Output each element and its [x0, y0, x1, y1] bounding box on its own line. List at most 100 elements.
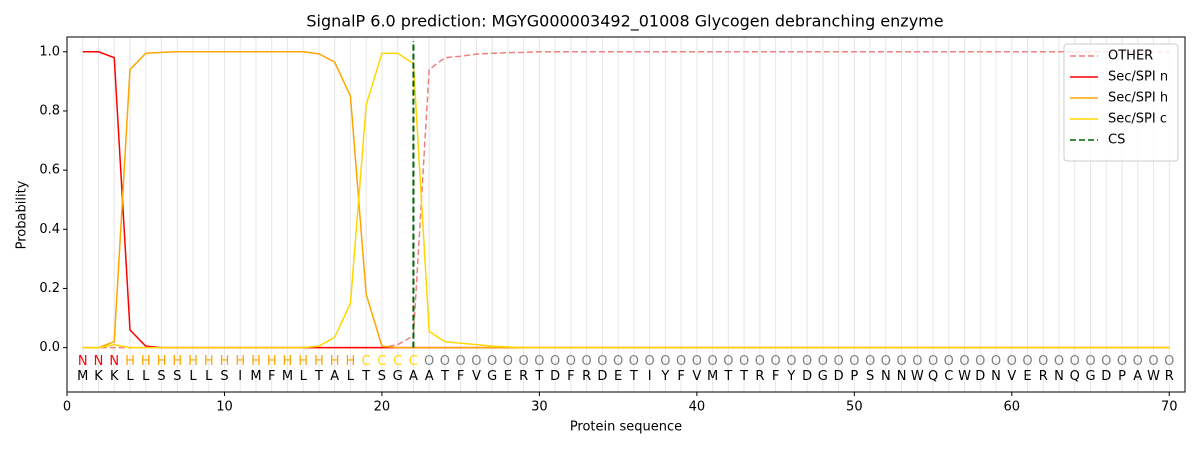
region-label: O [519, 354, 529, 369]
residue-label: N [897, 369, 907, 384]
x-tick-label: 50 [846, 400, 863, 415]
region-label: N [94, 354, 104, 369]
residue-label: A [409, 369, 418, 384]
residue-label: S [157, 369, 165, 384]
chart-title: SignalP 6.0 prediction: MGYG000003492_01… [306, 12, 943, 32]
residue-label: P [850, 369, 858, 384]
residue-label: M [282, 369, 293, 384]
region-label: C [409, 354, 418, 369]
region-label: N [78, 354, 88, 369]
region-label: H [220, 354, 230, 369]
residue-label: L [189, 369, 197, 384]
legend: OTHER Sec/SPI n Sec/SPI h Sec/SPI c CS [1063, 43, 1179, 162]
y-tick-label: 1.0 [39, 44, 60, 59]
residue-label: V [472, 369, 481, 384]
residue-label: G [818, 369, 828, 384]
region-label: H [298, 354, 308, 369]
residue-label: A [425, 369, 434, 384]
y-tick-label: 0.4 [39, 222, 60, 237]
residue-label: I [648, 369, 652, 384]
residue-label: T [629, 369, 638, 384]
residue-label: S [220, 369, 228, 384]
residue-label: K [110, 369, 119, 384]
region-label: O [912, 354, 922, 369]
residue-label: N [1054, 369, 1064, 384]
region-label: H [251, 354, 261, 369]
residue-label: N [991, 369, 1001, 384]
region-label: H [283, 354, 293, 369]
region-label: O [755, 354, 765, 369]
legend-label: OTHER [1108, 49, 1153, 64]
region-label: H [267, 354, 277, 369]
residue-label: D [802, 369, 812, 384]
region-label: N [109, 354, 119, 369]
residue-label: W [958, 369, 971, 384]
region-label: O [503, 354, 513, 369]
region-label: O [1117, 354, 1127, 369]
residue-label: F [268, 369, 275, 384]
residue-label: I [238, 369, 242, 384]
residue-label: F [677, 369, 684, 384]
legend-box [1063, 43, 1179, 162]
region-label: O [739, 354, 749, 369]
y-tick-label: 0.2 [39, 281, 60, 296]
x-tick-label: 10 [216, 400, 233, 415]
residue-label: D [597, 369, 607, 384]
residue-label: V [1007, 369, 1016, 384]
region-label: O [1038, 354, 1048, 369]
residue-label: M [250, 369, 261, 384]
residue-label: L [347, 369, 355, 384]
residue-label: T [739, 369, 748, 384]
region-label: O [676, 354, 686, 369]
residue-label: T [534, 369, 543, 384]
region-label: O [613, 354, 623, 369]
region-label: O [424, 354, 434, 369]
residue-label: T [361, 369, 370, 384]
y-axis-label: Probability [15, 180, 30, 249]
residue-label: F [772, 369, 779, 384]
residue-label: T [314, 369, 323, 384]
residue-label: S [378, 369, 386, 384]
region-label: O [471, 354, 481, 369]
residue-label: S [866, 369, 874, 384]
residue-label: K [94, 369, 103, 384]
region-label: O [440, 354, 450, 369]
region-label: O [896, 354, 906, 369]
residue-label: E [504, 369, 512, 384]
x-axis-label: Protein sequence [570, 420, 682, 435]
residue-label: F [457, 369, 464, 384]
residue-label: V [692, 369, 701, 384]
residue-label: R [1165, 369, 1174, 384]
region-label: O [818, 354, 828, 369]
series-line [82, 52, 1170, 349]
residue-label: R [582, 369, 591, 384]
region-label: O [959, 354, 969, 369]
residue-label: L [300, 369, 308, 384]
region-label: O [487, 354, 497, 369]
residue-label: A [330, 369, 339, 384]
region-label: O [534, 354, 544, 369]
region-label: O [1101, 354, 1111, 369]
region-label: O [645, 354, 655, 369]
residue-label: L [205, 369, 213, 384]
region-label: O [723, 354, 733, 369]
region-label: H [346, 354, 356, 369]
x-tick-label: 70 [1161, 400, 1178, 415]
residue-label: L [126, 369, 134, 384]
residue-label: L [142, 369, 150, 384]
residue-label: F [567, 369, 574, 384]
region-label: H [157, 354, 167, 369]
x-tick-label: 60 [1004, 400, 1021, 415]
region-label: C [362, 354, 371, 369]
residue-label: P [1118, 369, 1126, 384]
residue-label: D [1101, 369, 1111, 384]
residue-label: R [519, 369, 528, 384]
region-label: O [1148, 354, 1158, 369]
plot-frame [66, 36, 1186, 393]
region-label: O [944, 354, 954, 369]
region-label: O [881, 354, 891, 369]
region-label: O [849, 354, 859, 369]
legend-label: Sec/SPI h [1108, 91, 1168, 106]
residue-label: M [77, 369, 88, 384]
y-tick-label: 0.8 [39, 103, 60, 118]
